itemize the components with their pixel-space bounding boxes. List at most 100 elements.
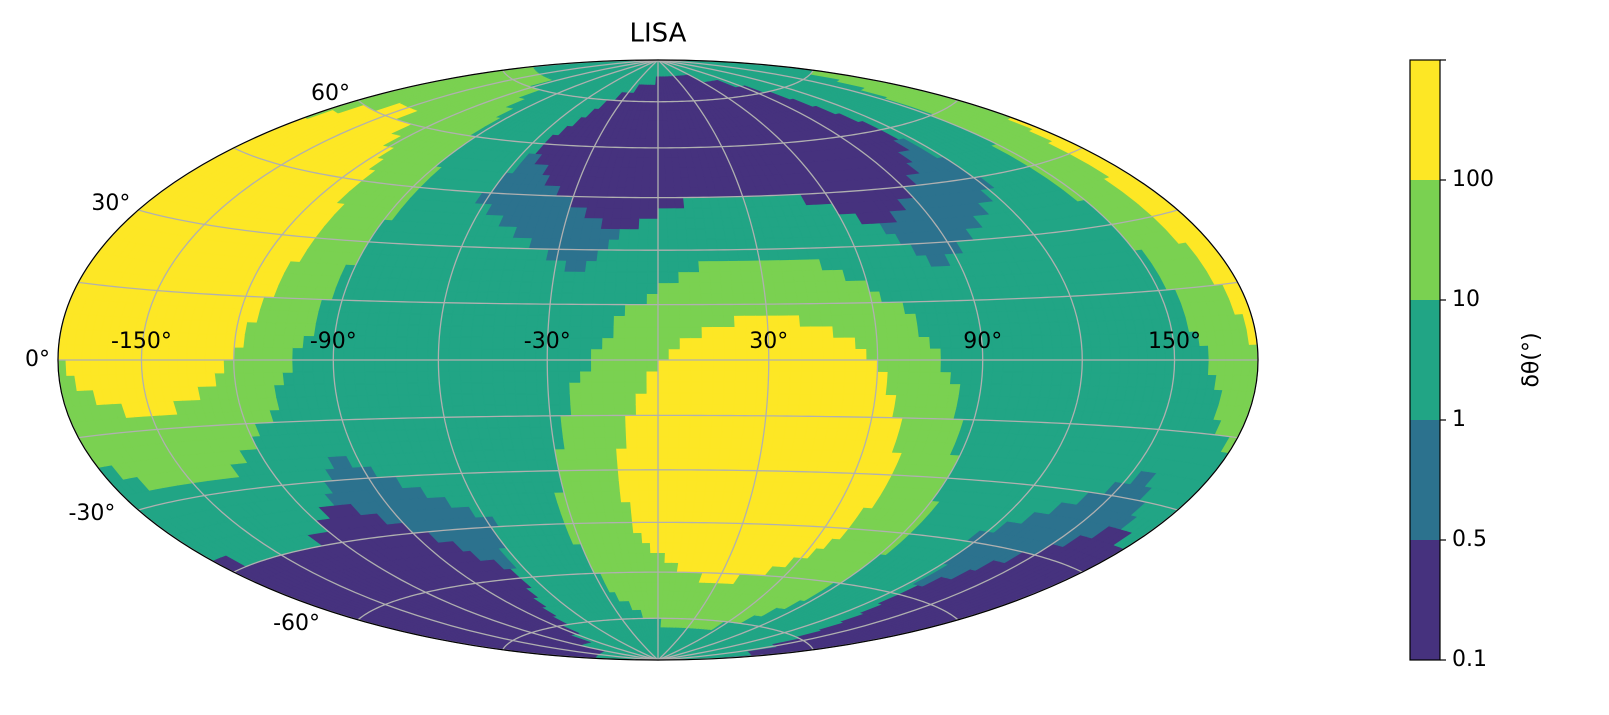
field-cell bbox=[624, 403, 637, 416]
field-cell bbox=[637, 239, 649, 251]
field-cell bbox=[597, 238, 610, 251]
field-cell bbox=[470, 370, 483, 384]
field-cell bbox=[706, 238, 719, 251]
field-cell bbox=[735, 348, 748, 361]
field-cell bbox=[587, 238, 601, 251]
field-cell bbox=[640, 521, 651, 534]
field-cell bbox=[696, 238, 709, 251]
field-cell bbox=[864, 325, 878, 338]
field-cell bbox=[647, 239, 659, 251]
field-cell bbox=[695, 228, 707, 240]
field-cell bbox=[482, 314, 496, 327]
field-cell bbox=[459, 359, 472, 372]
field-cell bbox=[652, 590, 659, 601]
field-cell bbox=[853, 325, 867, 338]
field-cell bbox=[167, 359, 179, 375]
field-cell bbox=[623, 186, 635, 198]
field-cell bbox=[629, 217, 641, 230]
field-cell bbox=[583, 437, 597, 449]
field-cell bbox=[602, 337, 615, 350]
field-cell bbox=[557, 359, 570, 372]
field-cell bbox=[524, 370, 538, 383]
field-cell bbox=[690, 315, 703, 328]
field-cell bbox=[625, 436, 638, 449]
field-cell bbox=[657, 166, 667, 178]
field-cell bbox=[843, 382, 856, 395]
field-cell bbox=[650, 552, 659, 563]
field-cell bbox=[603, 293, 616, 305]
field-cell bbox=[887, 348, 900, 361]
field-cell bbox=[615, 271, 628, 284]
field-cell bbox=[679, 337, 692, 350]
field-cell bbox=[678, 293, 691, 306]
field-cell bbox=[492, 359, 504, 372]
field-cell bbox=[242, 359, 254, 374]
field-cell bbox=[657, 552, 666, 563]
field-cell bbox=[365, 324, 378, 337]
field-cell bbox=[576, 459, 589, 471]
field-cell bbox=[625, 293, 638, 306]
field-cell bbox=[657, 571, 665, 583]
field-cell bbox=[647, 260, 659, 273]
field-cell bbox=[580, 337, 593, 350]
field-cell bbox=[406, 382, 420, 396]
field-cell bbox=[627, 239, 639, 251]
field-cell bbox=[572, 281, 585, 294]
field-cell bbox=[765, 303, 779, 316]
field-cell bbox=[385, 382, 399, 396]
field-cell bbox=[602, 315, 615, 328]
field-cell bbox=[818, 303, 832, 316]
field-cell bbox=[204, 359, 216, 374]
field-cell bbox=[865, 371, 878, 384]
field-cell bbox=[789, 325, 802, 338]
field-cell bbox=[580, 392, 593, 405]
field-cell bbox=[602, 326, 615, 339]
field-cell bbox=[640, 186, 651, 199]
field-cell bbox=[667, 447, 680, 460]
field-cell bbox=[678, 425, 691, 438]
field-cell bbox=[684, 501, 696, 513]
field-cell bbox=[648, 217, 659, 230]
field-cell bbox=[406, 371, 419, 384]
field-cell bbox=[651, 137, 659, 149]
field-cell bbox=[645, 128, 654, 139]
field-cell bbox=[833, 336, 846, 350]
field-cell bbox=[631, 511, 642, 523]
field-cell bbox=[515, 314, 528, 327]
field-cell bbox=[272, 347, 284, 361]
field-cell bbox=[559, 404, 573, 417]
field-cell bbox=[580, 381, 593, 394]
field-cell bbox=[591, 348, 603, 361]
field-cell bbox=[767, 381, 780, 395]
field-cell bbox=[657, 128, 665, 139]
field-cell bbox=[602, 404, 616, 416]
field-cell bbox=[657, 137, 665, 149]
field-cell bbox=[896, 382, 910, 396]
field-cell bbox=[833, 359, 846, 372]
field-cell bbox=[461, 314, 475, 327]
field-cell bbox=[810, 325, 824, 338]
field-cell bbox=[558, 381, 571, 394]
field-cell bbox=[685, 228, 698, 240]
field-cell bbox=[506, 415, 521, 428]
field-cell bbox=[535, 370, 549, 383]
field-cell bbox=[517, 292, 531, 305]
field-cell bbox=[149, 359, 161, 375]
field-cell bbox=[647, 480, 659, 492]
field-cell bbox=[764, 415, 778, 428]
field-cell bbox=[472, 314, 485, 327]
field-cell bbox=[406, 336, 419, 349]
field-cell bbox=[354, 323, 368, 337]
field-cell bbox=[262, 359, 274, 373]
field-cell bbox=[723, 337, 736, 350]
field-cell bbox=[647, 447, 659, 460]
field-cell bbox=[668, 414, 681, 427]
field-cell bbox=[546, 370, 560, 383]
field-cell bbox=[688, 436, 701, 449]
field-cell bbox=[774, 415, 788, 428]
field-cell bbox=[886, 336, 900, 349]
field-cell bbox=[701, 348, 714, 361]
field-cell bbox=[697, 249, 710, 262]
field-cell bbox=[629, 490, 641, 503]
field-cell bbox=[639, 207, 650, 219]
